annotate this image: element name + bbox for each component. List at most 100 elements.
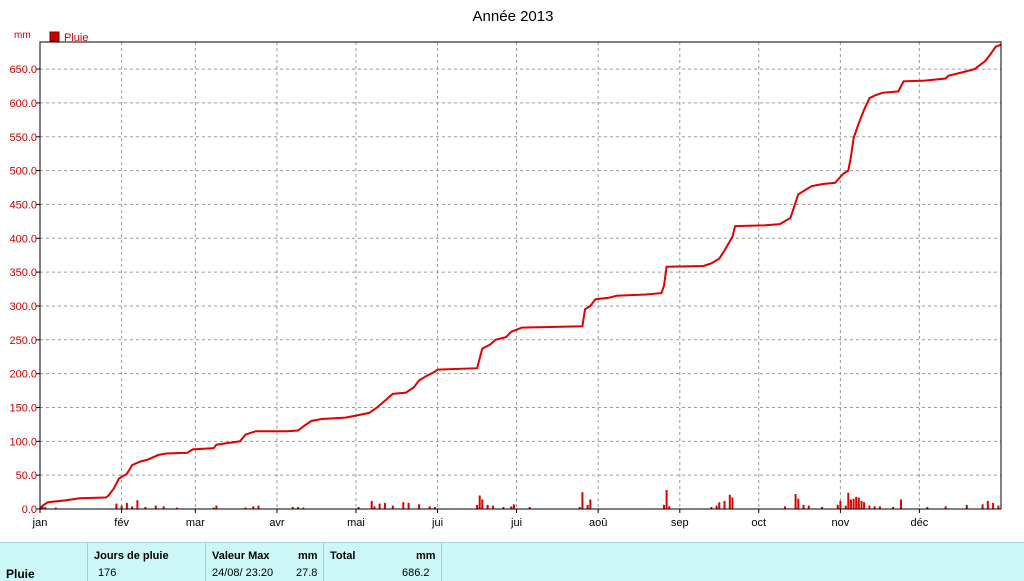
x-tick-label: avr (269, 517, 285, 529)
y-tick-label: 450.0 (9, 199, 37, 211)
daily-bar (710, 507, 713, 509)
daily-bar (855, 496, 858, 509)
rain-chart: Année 2013 mm Pluie 0.0 50.0 100.0 150.0 200… (9, 8, 1002, 529)
stats-panel: Pluie Jours de pluie 176 Valeur Max mm 2… (0, 542, 1024, 581)
daily-bar (797, 498, 800, 509)
daily-bar (433, 507, 436, 509)
daily-bar (491, 505, 494, 509)
daily-bar (900, 499, 902, 509)
stats-label-cell: Pluie (0, 543, 88, 581)
daily-bar (715, 505, 718, 509)
daily-bar (857, 497, 860, 509)
daily-bar (125, 502, 128, 509)
chart-canvas: Année 2013 mm Pluie 0.0 50.0 100.0 150.0 200… (9, 8, 1002, 529)
daily-bar (302, 507, 305, 509)
daily-bar (115, 503, 118, 509)
daily-bar (162, 506, 165, 509)
daily-bar (297, 507, 299, 509)
daily-bar (586, 504, 589, 509)
daily-bar (578, 507, 581, 509)
max-value-cell: Valeur Max mm 24/08/ 23:20 27.8 (206, 543, 324, 581)
daily-bar (997, 505, 1000, 509)
daily-bar (986, 500, 989, 509)
daily-bar (836, 504, 839, 509)
daily-bar (965, 504, 968, 509)
daily-bar (731, 497, 734, 509)
daily-bar (868, 505, 871, 509)
daily-bar (863, 502, 866, 509)
y-tick-label: 400.0 (9, 233, 37, 245)
daily-bar (589, 499, 592, 509)
x-tick-label: fév (114, 517, 129, 529)
daily-bar (215, 505, 218, 509)
daily-bar (847, 492, 850, 509)
y-axis-unit: mm (14, 30, 31, 41)
max-value-date: 24/08/ 23:20 (212, 567, 274, 579)
rain-days-value: 176 (98, 567, 117, 579)
y-tick-label: 0.0 (22, 504, 37, 516)
y-tick-label: 650.0 (9, 64, 37, 76)
legend-swatch (49, 31, 60, 42)
daily-bar (802, 504, 805, 509)
x-tick-label: déc (911, 517, 929, 529)
daily-bar (136, 500, 139, 509)
daily-bar (402, 502, 405, 509)
daily-bar (794, 494, 797, 509)
daily-bar (852, 498, 855, 509)
y-tick-label: 300.0 (9, 301, 37, 313)
daily-bar (418, 504, 421, 509)
daily-bar (502, 507, 505, 509)
daily-bar (581, 492, 584, 509)
daily-bar (512, 504, 515, 509)
daily-bar (391, 505, 394, 509)
daily-bar (486, 504, 489, 509)
daily-bar (144, 507, 147, 509)
x-axis: jan fév mar avr mai jui jui aoû sep oct nov déc (32, 509, 929, 529)
daily-bar (807, 505, 810, 509)
total-value: 686.2 (402, 567, 430, 579)
daily-bar (878, 506, 881, 509)
daily-bar (44, 507, 47, 509)
daily-bar (428, 506, 431, 509)
y-tick-label: 350.0 (9, 267, 37, 279)
plot-frame (39, 41, 1002, 510)
y-tick-label: 600.0 (9, 98, 37, 110)
total-cell: Total mm 686.2 (324, 543, 442, 581)
daily-bar (981, 504, 984, 509)
daily-bars (41, 490, 1000, 509)
max-value-amount: 27.8 (296, 567, 318, 579)
daily-bar (892, 507, 895, 509)
daily-bar (383, 502, 386, 509)
daily-bar (41, 505, 44, 509)
y-tick-label: 250.0 (9, 335, 37, 347)
x-tick-label: mar (186, 517, 205, 529)
daily-bar (154, 505, 157, 509)
x-tick-label: oct (751, 517, 766, 529)
daily-bar (663, 504, 665, 509)
daily-bar (860, 500, 863, 509)
x-tick-label: mai (347, 517, 365, 529)
daily-bar (370, 500, 373, 509)
total-unit: mm (416, 550, 436, 562)
daily-bar (849, 499, 852, 509)
daily-bar (481, 499, 484, 509)
daily-bar (944, 506, 947, 509)
y-axis: 0.0 50.0 100.0 150.0 200.0 250.0 300.0 350.0 400… (9, 64, 40, 516)
legend-label: Pluie (64, 32, 88, 44)
x-tick-label: aoû (589, 517, 607, 529)
daily-bar (784, 506, 787, 509)
daily-bar (373, 506, 376, 509)
total-header: Total (330, 550, 356, 562)
daily-bar (668, 506, 671, 509)
daily-bar (54, 507, 57, 509)
rain-days-header: Jours de pluie (94, 550, 169, 562)
max-value-unit: mm (298, 550, 318, 562)
cumulative-line (39, 43, 1002, 510)
daily-bar (476, 504, 479, 509)
daily-bar (244, 507, 247, 509)
daily-bar (252, 506, 255, 509)
daily-bar (718, 502, 721, 509)
y-tick-label: 550.0 (9, 132, 37, 144)
y-tick-label: 150.0 (9, 402, 37, 414)
daily-bar (257, 505, 260, 509)
